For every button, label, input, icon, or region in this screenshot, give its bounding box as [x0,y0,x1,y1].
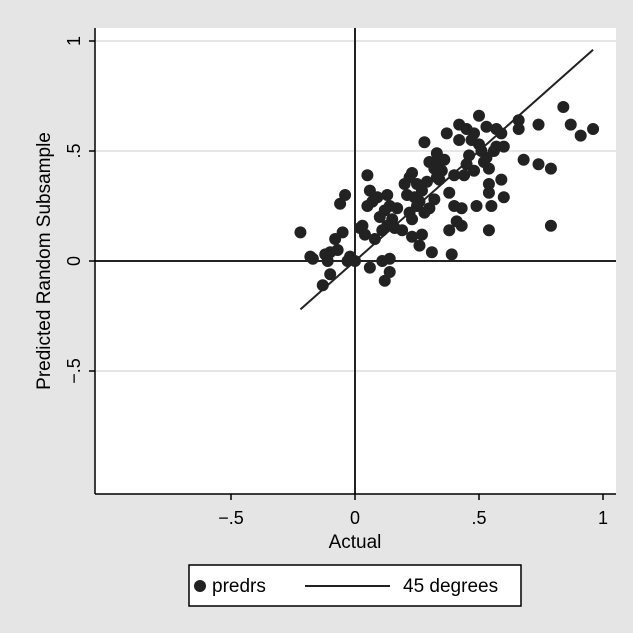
scatter-point [453,134,466,146]
scatter-point [497,140,510,153]
scatter-point [557,101,570,113]
scatter-point [418,136,431,149]
scatter-point [445,248,458,261]
scatter-point [294,226,307,239]
scatter-point [420,175,433,188]
scatter-point [482,178,495,190]
scatter-point [532,118,545,131]
y-tick-label: .5 [64,143,84,158]
scatter-point [406,167,419,179]
y-tick-label: 0 [64,256,84,266]
scatter-point [415,184,428,197]
scatter-point [468,127,481,140]
scatter-point [482,186,495,199]
scatter-point [316,279,329,292]
scatter-point [396,224,409,237]
scatter-point [381,189,394,201]
scatter-point [428,193,441,206]
scatter-point [495,127,508,140]
scatter-point [378,274,391,287]
legend-label-predrs: predrs [212,576,266,597]
y-tick-label: 1 [64,36,84,46]
scatter-point [517,153,530,166]
scatter-point [587,123,600,135]
scatter-point [463,149,476,162]
data-marks [294,49,600,311]
scatter-point [391,202,404,215]
scatter-point [334,197,347,210]
scatter-point [383,252,396,265]
scatter-point [512,123,525,135]
scatter-point [383,266,396,278]
scatter-point [368,233,381,245]
scatter-point [363,261,376,274]
scatter-point [482,224,495,237]
scatter-point [331,244,344,256]
scatter-point [435,164,448,177]
scatter-point [406,230,419,243]
scatter-point [306,252,319,265]
scatter-point [358,228,371,241]
scatter-point [574,129,587,142]
scatter-point [425,246,438,259]
scatter-point [349,255,361,267]
y-tick-label: −.5 [64,358,84,384]
scatter-point [497,191,510,204]
scatter-point [339,189,352,201]
x-tick-label: 0 [350,508,360,528]
scatter-point [470,200,483,212]
x-tick-label: .5 [471,508,486,528]
scatter-point [415,228,428,241]
axes [89,28,616,500]
scatter-point [544,162,557,175]
scatter-point [455,202,468,215]
scatter-point [440,127,453,140]
x-tick-label: −.5 [218,508,244,528]
tick-labels: −.5 0 .5 1 −.5 0 .5 1 [64,36,608,528]
scatter-point [480,120,493,133]
legend-label-45-degrees: 45 degrees [403,576,498,597]
x-tick-label: 1 [598,508,608,528]
scatter-point [423,202,436,215]
legend-marker-predrs [194,580,206,592]
scatter-point [324,268,337,281]
scatter-point [361,169,374,182]
scatter-point [443,186,456,199]
scatter-point [443,224,456,237]
scatter-point [544,219,557,232]
scatter-point [495,173,508,186]
scatter-point [336,226,349,239]
scatter-point [458,169,471,182]
scatter-point [532,158,545,171]
scatter-point [406,213,419,226]
legend: predrs 45 degrees [188,564,522,607]
scatter-point [438,153,451,166]
scatter-point [371,191,384,204]
scatter-point [448,169,461,182]
scatter-point [512,114,525,127]
scatter-point [455,219,468,232]
y-axis-title: Predicted Random Subsample [34,132,55,390]
scatter-point [413,239,426,252]
scatter-point [564,118,577,131]
scatter-point [413,195,426,208]
scatter-point [473,109,485,122]
scatter-point [485,200,498,212]
x-axis-title: Actual [329,532,382,553]
scatter-point [482,162,495,175]
scatter-point [468,164,481,177]
